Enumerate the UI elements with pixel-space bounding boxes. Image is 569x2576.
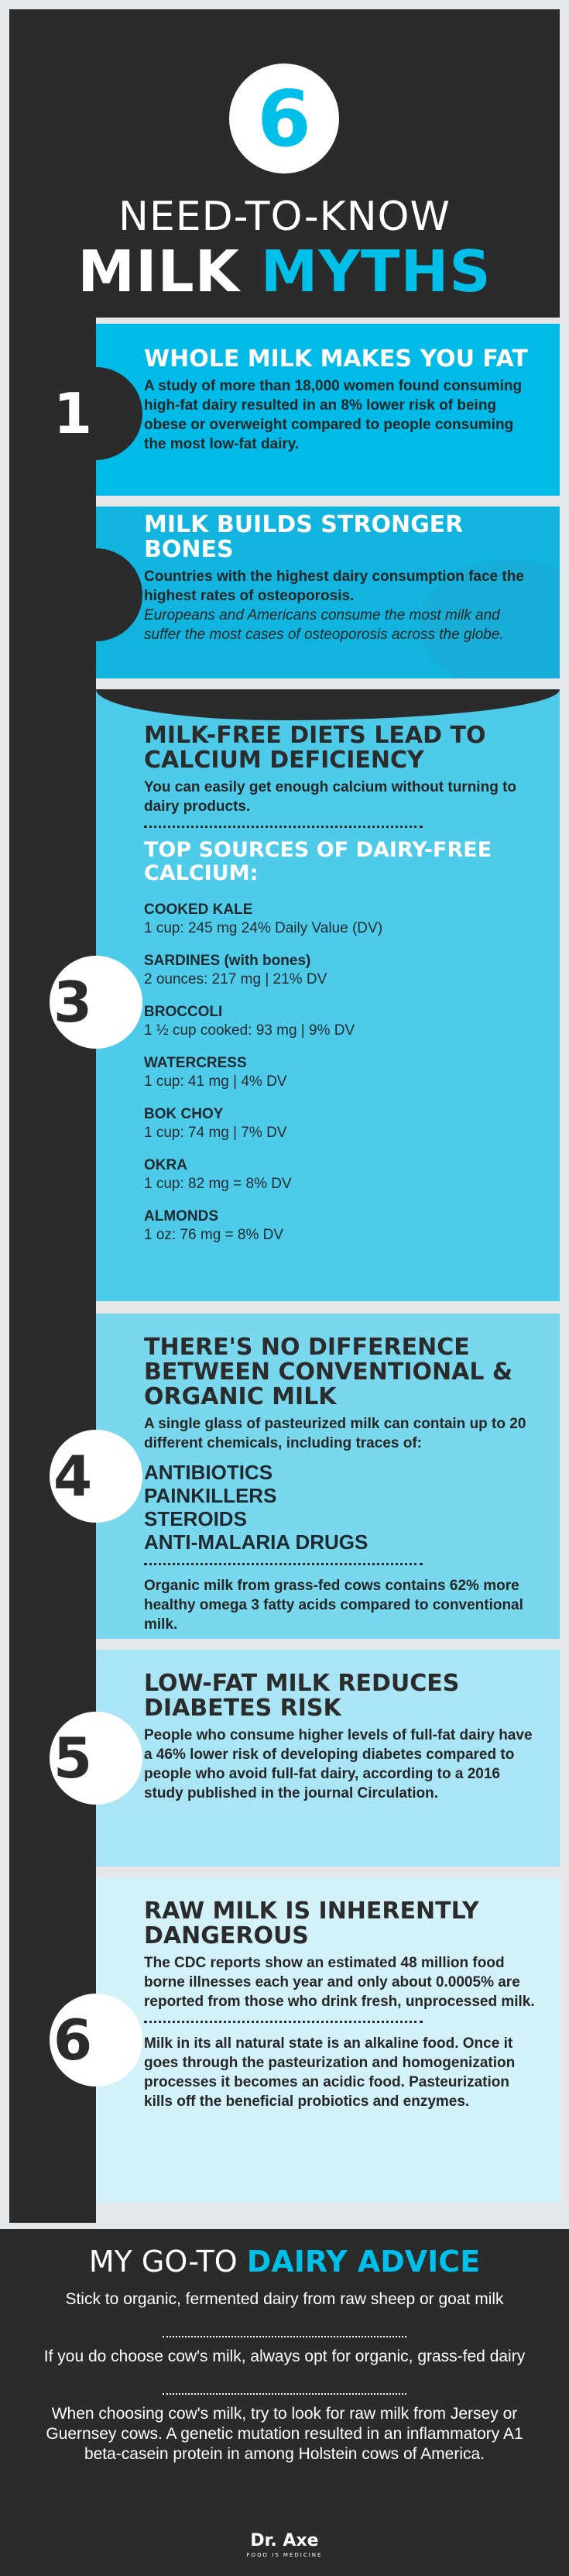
source-name: ALMONDS xyxy=(144,1208,219,1224)
dotted-divider xyxy=(163,2336,406,2337)
myth-4-number: 4 xyxy=(53,1444,93,1509)
myth-4-body-2: Organic milk from grass-fed cows contain… xyxy=(144,1578,523,1633)
list-item: ANTI-MALARIA DRUGS xyxy=(144,1530,368,1554)
myth-3-number: 3 xyxy=(53,970,93,1035)
source-value: 1 oz: 76 mg = 8% DV xyxy=(144,1227,284,1243)
source-value: 1 cup: 74 mg | 7% DV xyxy=(144,1125,287,1141)
source-name: BOK CHOY xyxy=(144,1106,224,1122)
list-item: STEROIDS xyxy=(144,1507,247,1530)
myth-1-title: WHOLE MILK MAKES YOU FAT xyxy=(144,345,528,373)
header-number: 6 xyxy=(257,73,311,164)
dairy-advice: MY GO-TO DAIRY ADVICE Stick to organic, … xyxy=(0,2229,569,2576)
header: 6 NEED-TO-KNOW MILK MYTHS xyxy=(9,9,560,318)
source-name: OKRA xyxy=(144,1157,187,1173)
source-name: BROCCOLI xyxy=(144,1004,223,1020)
list-item: BROCCOLI 1 ½ cup cooked: 93 mg | 9% DV xyxy=(144,1003,536,1040)
list-item: OKRA 1 cup: 82 mg = 8% DV xyxy=(144,1156,536,1194)
milk-splash xyxy=(420,561,560,678)
list-item: ALMONDS 1 oz: 76 mg = 8% DV xyxy=(144,1207,536,1245)
advice-title-prefix: MY GO-TO xyxy=(88,2245,238,2279)
dotted-divider xyxy=(163,2393,406,2395)
myth-1: 1 WHOLE MILK MAKES YOU FAT A study of mo… xyxy=(50,324,560,496)
wave-divider xyxy=(96,689,560,720)
list-item: WATERCRESS 1 cup: 41 mg | 4% DV xyxy=(144,1054,536,1091)
myth-6-number: 6 xyxy=(53,2008,93,2073)
myth-5-body: People who consume higher levels of full… xyxy=(144,1727,533,1801)
source-name: COOKED KALE xyxy=(144,902,253,918)
myth-2-body: Countries with the highest dairy consump… xyxy=(144,568,524,604)
myth-5-number: 5 xyxy=(53,1726,93,1791)
advice-tip-3: When choosing cow's milk, try to look fo… xyxy=(46,2405,523,2463)
dotted-divider xyxy=(144,826,423,828)
advice-tip-2: If you do choose cow's milk, always opt … xyxy=(43,2348,526,2365)
list-item: SARDINES (with bones) 2 ounces: 217 mg | … xyxy=(144,952,536,989)
dotted-divider xyxy=(144,1563,423,1565)
title-line2: MILK MYTHS xyxy=(9,239,560,305)
chemicals-list: ANTIBIOTICS PAINKILLERS STEROIDS ANTI-MA… xyxy=(144,1461,536,1554)
myth-5: 5 LOW-FAT MILK REDUCES DIABETES RISK Peo… xyxy=(50,1650,560,1867)
advice-title-highlight: DAIRY ADVICE xyxy=(246,2245,481,2279)
source-value: 2 ounces: 217 mg | 21% DV xyxy=(144,971,327,987)
title-word-myths: MYTHS xyxy=(260,239,492,305)
advice-title: MY GO-TO DAIRY ADVICE xyxy=(0,2245,569,2279)
title-line1: NEED-TO-KNOW xyxy=(118,194,451,240)
calcium-sources-list: COOKED KALE 1 cup: 245 mg 24% Daily Value… xyxy=(144,901,536,1245)
list-item: PAINKILLERS xyxy=(144,1484,277,1507)
myth-6-body: The CDC reports show an estimated 48 mil… xyxy=(144,1955,535,2010)
myth-3-title: MILK-FREE DIETS LEAD TO CALCIUM DEFICIEN… xyxy=(144,722,486,774)
myth-6-body-2: Milk in its all natural state is an alka… xyxy=(144,2035,516,2110)
myth-6: 6 RAW MILK IS INHERENTLY DANGEROUS The C… xyxy=(50,1877,560,2203)
source-name: SARDINES (with bones) xyxy=(144,953,311,969)
source-value: 1 cup: 82 mg = 8% DV xyxy=(144,1176,292,1192)
brand-name: Dr. Axe xyxy=(250,2531,319,2550)
list-item: COOKED KALE 1 cup: 245 mg 24% Daily Value… xyxy=(144,901,536,938)
source-name: WATERCRESS xyxy=(144,1055,247,1071)
myth-1-body: A study of more than 18,000 women found … xyxy=(144,378,523,452)
list-item: ANTIBIOTICS xyxy=(144,1461,273,1484)
brand-tagline: FOOD IS MEDICINE xyxy=(246,2552,323,2558)
header-number-badge: 6 xyxy=(229,64,339,173)
myth-1-number: 1 xyxy=(53,381,93,446)
myth-2: 2 MILK BUILDS STRONGER BONES Countries w… xyxy=(96,507,560,678)
myth-6-title: RAW MILK IS INHERENTLY DANGEROUS xyxy=(144,1898,479,1949)
myth-4: 4 THERE'S NO DIFFERENCE BETWEEN CONVENTI… xyxy=(50,1314,560,1639)
myth-4-title: THERE'S NO DIFFERENCE BETWEEN CONVENTION… xyxy=(144,1334,513,1410)
list-item: BOK CHOY 1 cup: 74 mg | 7% DV xyxy=(144,1105,536,1142)
myth-3-body: You can easily get enough calcium withou… xyxy=(144,779,517,815)
dotted-divider xyxy=(144,2021,423,2023)
myth-3: 3 MILK-FREE DIETS LEAD TO CALCIUM DEFICI… xyxy=(50,689,560,1301)
myth-4-number-disc: 4 xyxy=(0,1428,142,1524)
myth-4-body: A single glass of pasteurized milk can c… xyxy=(144,1416,526,1451)
side-rail xyxy=(9,318,96,2223)
myth-1-number-disc: 1 xyxy=(0,366,142,462)
source-value: 1 cup: 245 mg 24% Daily Value (DV) xyxy=(144,920,383,936)
myth-2-title: MILK BUILDS STRONGER BONES xyxy=(144,511,464,563)
myth-6-number-disc: 6 xyxy=(0,1992,142,2088)
title-word-milk: MILK xyxy=(77,239,240,305)
myth-3-number-disc: 3 xyxy=(0,954,142,1050)
source-value: 1 cup: 41 mg | 4% DV xyxy=(144,1073,287,1090)
brand-logo: Dr. Axe FOOD IS MEDICINE xyxy=(0,2531,569,2558)
source-value: 1 ½ cup cooked: 93 mg | 9% DV xyxy=(144,1022,355,1039)
advice-tip-1: Stick to organic, fermented dairy from r… xyxy=(65,2290,504,2308)
myth-5-number-disc: 5 xyxy=(0,1710,142,1806)
myth-5-title: LOW-FAT MILK REDUCES DIABETES RISK xyxy=(144,1670,460,1722)
calcium-sources-heading: TOP SOURCES OF DAIRY-FREE CALCIUM: xyxy=(144,838,492,885)
myth-2-body-italic: Europeans and Americans consume the most… xyxy=(144,607,504,643)
